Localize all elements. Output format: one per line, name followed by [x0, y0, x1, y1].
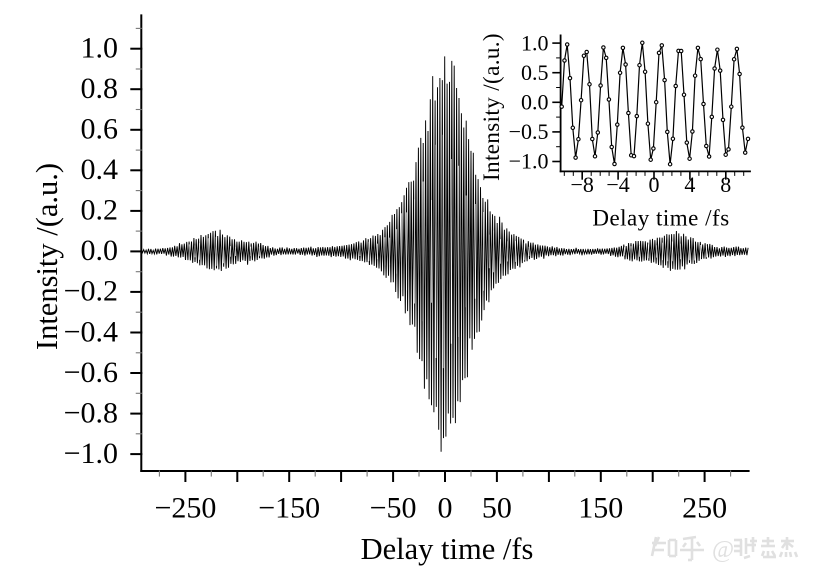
- svg-text:0.0: 0.0: [521, 90, 549, 115]
- svg-text:0.8: 0.8: [81, 72, 119, 105]
- svg-text:Delay time /fs: Delay time /fs: [361, 532, 534, 566]
- svg-text:0: 0: [649, 172, 660, 197]
- svg-text:Intensity /(a.u.): Intensity /(a.u.): [479, 33, 504, 181]
- svg-text:−150: −150: [258, 492, 320, 525]
- svg-text:−0.5: −0.5: [509, 119, 549, 144]
- svg-text:1.0: 1.0: [81, 32, 119, 65]
- svg-text:0.6: 0.6: [81, 113, 119, 146]
- svg-text:8: 8: [720, 172, 731, 197]
- svg-text:0.2: 0.2: [81, 194, 119, 227]
- svg-text:−0.8: −0.8: [64, 396, 118, 429]
- svg-text:0.4: 0.4: [81, 153, 119, 186]
- svg-text:Delay time /fs: Delay time /fs: [592, 206, 729, 231]
- svg-text:−250: −250: [154, 492, 216, 525]
- svg-text:−1.0: −1.0: [64, 437, 118, 470]
- svg-text:@: @: [712, 537, 734, 563]
- svg-text:−8: −8: [570, 172, 593, 197]
- svg-text:0.5: 0.5: [521, 60, 549, 85]
- svg-text:0: 0: [438, 492, 453, 525]
- svg-text:150: 150: [578, 492, 623, 525]
- svg-text:50: 50: [482, 492, 512, 525]
- svg-text:Intensity /(a.u.): Intensity /(a.u.): [30, 163, 64, 350]
- svg-text:−0.6: −0.6: [64, 356, 118, 389]
- svg-text:−1.0: −1.0: [509, 149, 549, 174]
- svg-text:4: 4: [684, 172, 695, 197]
- svg-text:250: 250: [682, 492, 727, 525]
- svg-text:1.0: 1.0: [521, 30, 549, 55]
- svg-text:−0.2: −0.2: [64, 275, 118, 308]
- svg-text:−4: −4: [606, 172, 629, 197]
- svg-text:−50: −50: [370, 492, 417, 525]
- svg-text:0.0: 0.0: [81, 234, 119, 267]
- svg-text:−0.4: −0.4: [64, 315, 118, 348]
